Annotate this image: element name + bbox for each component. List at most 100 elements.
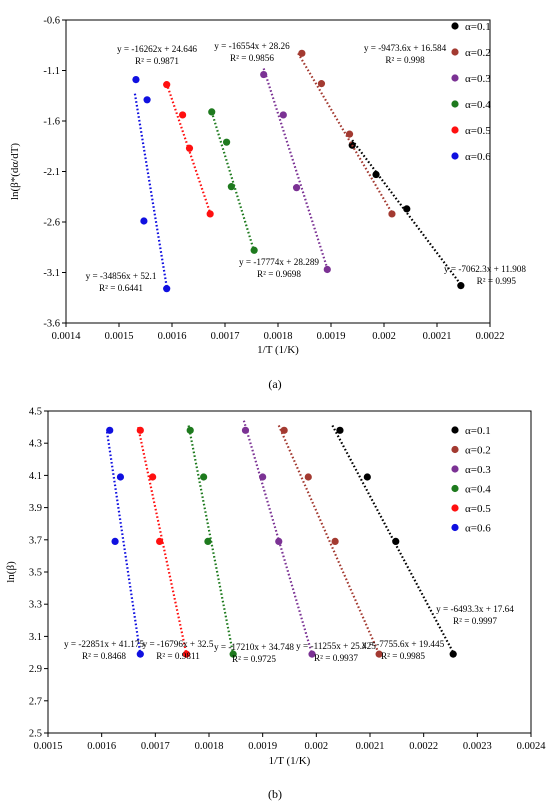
data-point-alpha-1 [372, 170, 380, 179]
data-point-alpha-4 [250, 246, 258, 254]
panel-label: (b) [268, 787, 282, 801]
r-squared-alpha-5: R² = 0.9871 [135, 56, 179, 66]
data-point-alpha-5 [156, 537, 164, 546]
x-tick-label: 0.0018 [264, 331, 293, 342]
data-point-alpha-6 [136, 650, 144, 658]
data-point-alpha-1 [449, 650, 457, 658]
data-point-alpha-6 [143, 96, 151, 104]
equation-alpha-2: y = -7755.6x + 19.445 [362, 639, 445, 649]
r-squared-alpha-1: R² = 0.9997 [453, 616, 497, 626]
legend-marker-alpha-2 [451, 48, 459, 56]
equation-alpha-3: y = -16554x + 28.26 [214, 41, 290, 51]
data-point-alpha-4 [229, 650, 237, 658]
legend-label-alpha-4: α=0.4 [465, 99, 491, 111]
data-point-alpha-2 [298, 49, 306, 57]
data-point-alpha-4 [200, 473, 208, 481]
legend-label-alpha-6: α=0.6 [465, 523, 491, 535]
r-squared-alpha-3: R² = 0.9856 [230, 53, 274, 63]
data-point-alpha-5 [149, 473, 157, 481]
data-point-alpha-1 [363, 473, 371, 481]
x-tick-label: 0.0016 [87, 741, 116, 752]
legend-marker-alpha-6 [451, 152, 459, 160]
equation-alpha-3: y = -11255x + 25.425 [296, 641, 376, 651]
trendline-alpha-4 [187, 425, 235, 655]
data-point-alpha-3 [259, 473, 267, 481]
legend-label-alpha-5: α=0.5 [465, 503, 491, 515]
r-squared-alpha-1: R² = 0.995 [477, 276, 517, 286]
r-squared-alpha-6: R² = 0.8468 [82, 651, 126, 661]
x-tick-label: 0.0019 [248, 741, 277, 752]
legend-marker-alpha-3 [451, 74, 459, 82]
y-tick-label: -1.6 [43, 117, 60, 128]
x-axis-label: 1/T (1/K) [257, 344, 299, 356]
y-tick-label: -2.1 [43, 167, 60, 178]
x-tick-label: 0.0018 [195, 741, 224, 752]
data-point-alpha-2 [345, 130, 354, 138]
equation-alpha-5: y = -16262x + 24.646 [117, 44, 197, 54]
x-tick-label: 0.0015 [105, 331, 134, 342]
x-tick-label: 0.0022 [409, 741, 438, 752]
x-tick-label: 0.002 [305, 741, 329, 752]
legend-marker-alpha-3 [451, 465, 459, 473]
equation-alpha-4: y = -17210x + 34.748 [214, 642, 294, 652]
data-point-alpha-2 [280, 426, 288, 434]
trendline-alpha-6 [105, 431, 142, 655]
y-axis-label: ln(β*(dα/dT) [9, 143, 21, 201]
data-point-alpha-5 [163, 81, 171, 89]
x-tick-label: 0.0019 [317, 331, 346, 342]
legend-marker-alpha-5 [451, 126, 459, 134]
legend-label-alpha-1: α=0.1 [465, 425, 491, 437]
y-tick-label: -3.1 [43, 268, 60, 279]
trendline-alpha-5 [137, 426, 188, 655]
equation-alpha-6: y = -34856x + 52.1 [86, 271, 157, 281]
equation-alpha-5: y = -16796x + 32.5 [143, 639, 214, 649]
trendline-alpha-2 [297, 52, 393, 214]
data-point-alpha-3 [323, 265, 331, 274]
trendline-alpha-2 [277, 425, 381, 655]
y-axis-label: ln(β) [5, 561, 17, 583]
data-point-alpha-6 [140, 217, 148, 225]
data-point-alpha-3 [241, 426, 250, 434]
legend-marker-alpha-4 [451, 100, 459, 108]
chart-a: 0.0014 0.0015 0.0016 0.0017 0.0018 0.0019 0.00… [9, 16, 526, 392]
legend-label-alpha-2: α=0.2 [465, 47, 491, 59]
data-point-alpha-4 [208, 108, 216, 116]
x-tick-label: 0.0015 [34, 741, 63, 752]
data-point-alpha-2 [388, 210, 396, 218]
trendline-alpha-6 [133, 93, 168, 287]
x-tick-label: 0.0017 [211, 331, 240, 342]
trendline-alpha-4 [210, 111, 256, 252]
x-tick-label: 0.0017 [141, 741, 170, 752]
y-tick-label: 3.7 [29, 535, 42, 546]
data-point-alpha-4 [204, 537, 212, 546]
r-squared-alpha-2: R² = 0.9985 [381, 651, 425, 661]
data-point-alpha-2 [331, 537, 339, 546]
data-point-alpha-4 [227, 183, 235, 191]
legend-label-alpha-2: α=0.2 [465, 445, 491, 457]
data-point-alpha-5 [185, 144, 194, 152]
x-tick-label: 0.0021 [423, 331, 452, 342]
legend-label-alpha-4: α=0.4 [465, 484, 491, 496]
x-tick-label: 0.0021 [356, 741, 385, 752]
data-point-alpha-5 [179, 111, 187, 119]
x-tick-label: 0.002 [372, 331, 396, 342]
r-squared-alpha-4: R² = 0.9725 [232, 654, 276, 664]
x-axis-label: 1/T (1/K) [269, 755, 311, 767]
data-point-alpha-3 [308, 650, 316, 658]
trendline-alpha-3 [242, 420, 314, 655]
equation-alpha-1: y = -7062.3x + 11.908 [444, 264, 526, 274]
data-point-alpha-4 [222, 138, 231, 146]
equation-alpha-6: y = -22851x + 41.175 [64, 639, 144, 649]
y-tick-label: -3.6 [43, 319, 60, 330]
data-point-alpha-2 [375, 650, 383, 658]
data-point-alpha-5 [182, 650, 191, 658]
equation-alpha-1: y = -6493.3x + 17.64 [436, 604, 514, 614]
data-point-alpha-6 [106, 426, 114, 434]
y-tick-label: 4.5 [29, 407, 42, 418]
trendline-alpha-3 [262, 68, 329, 269]
data-point-alpha-1 [403, 205, 411, 213]
legend-label-alpha-1: α=0.1 [465, 21, 491, 33]
panel-label: (a) [268, 377, 281, 391]
r-squared-alpha-3: R² = 0.9937 [314, 653, 358, 663]
plot-frame [47, 410, 532, 734]
